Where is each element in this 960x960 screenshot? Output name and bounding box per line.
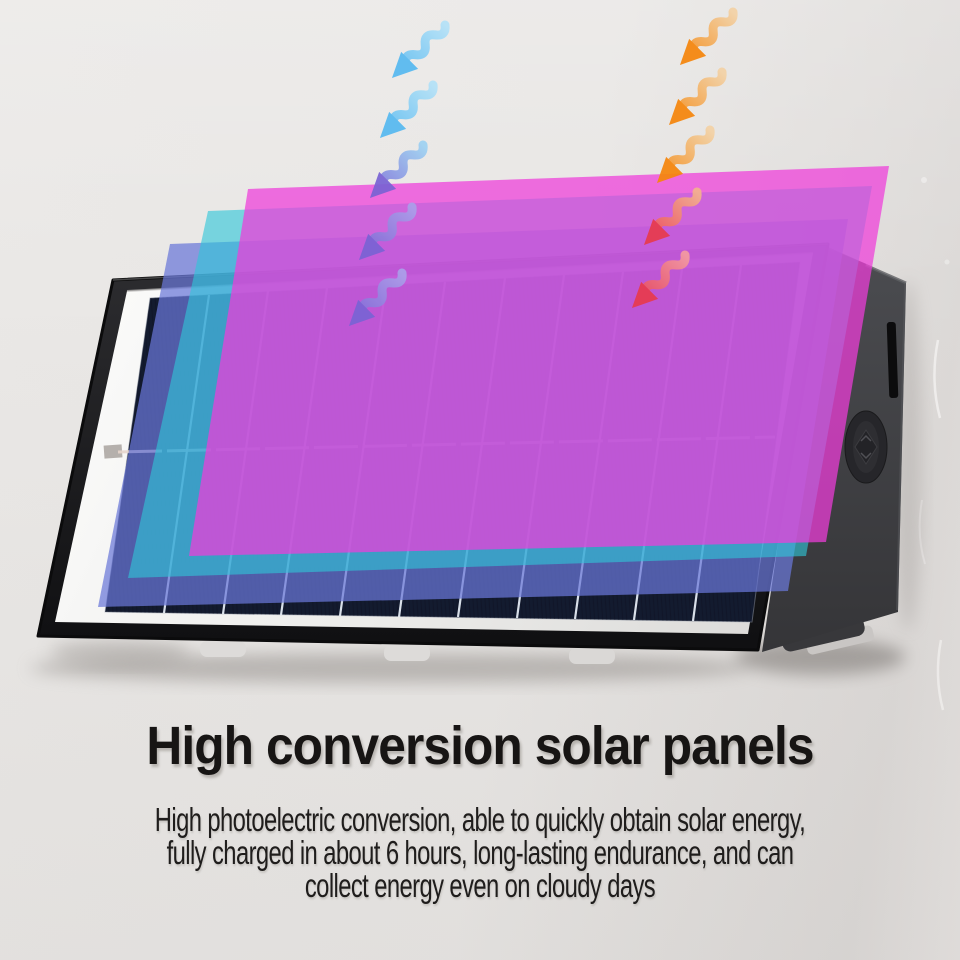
- description-line: High photoelectric conversion, able to q…: [154, 801, 806, 838]
- wavy-arrow-icon: [391, 20, 450, 79]
- description-line: fully charged in about 6 hours, long-las…: [166, 834, 794, 871]
- bottom-tabs: [200, 641, 615, 664]
- sunlight-arrows-blue: [348, 20, 450, 327]
- vent-slot: [886, 321, 899, 399]
- wall-texture: [918, 177, 950, 711]
- adjustment-knob: [844, 410, 888, 484]
- wavy-arrow-icon: [643, 187, 702, 246]
- description-line: collect energy even on cloudy days: [304, 867, 656, 904]
- wavy-arrow-icon: [348, 268, 407, 327]
- wavy-arrow-icon: [369, 140, 428, 199]
- wavy-arrow-icon: [379, 80, 438, 139]
- wavy-arrow-icon: [668, 67, 727, 126]
- headline: High conversion solar panels: [146, 716, 814, 776]
- color-overlays: [98, 166, 889, 607]
- description: High photoelectric conversion, able to q…: [134, 803, 825, 902]
- wavy-arrow-icon: [358, 202, 417, 261]
- wavy-arrow-icon: [679, 7, 738, 66]
- overlay-pink: [189, 166, 889, 556]
- wavy-arrow-icon: [656, 125, 715, 184]
- sunlight-arrows-orange: [631, 7, 738, 309]
- wavy-arrow-icon: [631, 250, 690, 309]
